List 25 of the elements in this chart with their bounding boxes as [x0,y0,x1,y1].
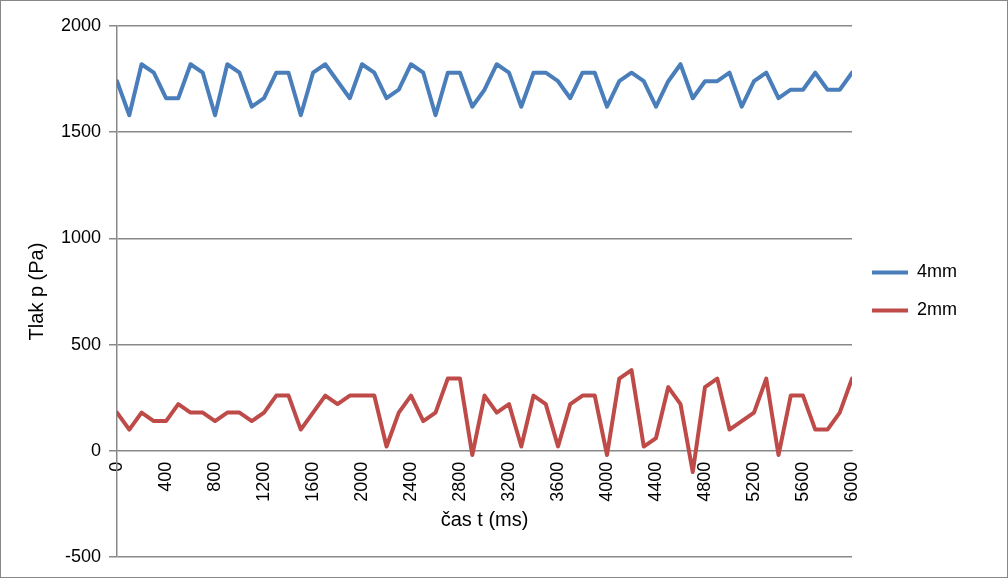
x-tick-label: 6000 [840,461,861,502]
y-axis-title: Tlak p (Pa) [24,242,47,341]
y-tick-label: 2000 [61,14,102,35]
x-tick-label: 4400 [644,461,665,502]
x-tick-label: 4800 [693,461,714,502]
x-tick-label: 2000 [351,461,371,502]
y-tick-label: 0 [91,439,102,460]
y-tick-label: -500 [65,545,102,566]
x-tick-label: 800 [204,461,225,492]
legend-label: 2mm [917,299,957,320]
x-tick-label: 3200 [497,461,518,502]
legend-label: 4mm [917,261,957,282]
x-tick-label: 5200 [742,461,763,502]
x-axis-title: čas t (ms) [440,508,529,531]
x-tick-label: 3600 [546,461,567,502]
y-tick-label: 500 [71,333,102,354]
x-tick-label: 4000 [595,461,616,502]
x-tick-label: 2400 [399,461,420,502]
x-tick-label: 2800 [448,461,469,502]
y-tick-label: 1500 [61,121,102,142]
x-tick-label: 1200 [253,461,273,502]
x-tick-label: 1600 [302,461,322,502]
y-tick-label: 1000 [61,227,102,248]
x-tick-label: 400 [155,461,176,492]
x-tick-label: 5600 [791,461,812,502]
